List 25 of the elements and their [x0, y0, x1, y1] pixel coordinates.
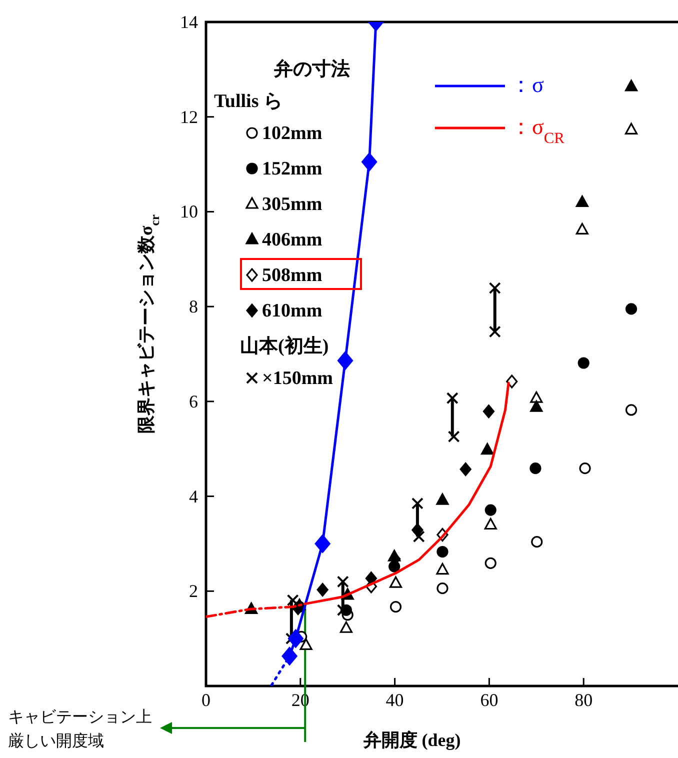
- ref-label: キャビテーション上厳しい開度域: [8, 707, 152, 750]
- ytick: 8: [189, 296, 198, 317]
- ytick: 6: [189, 391, 198, 412]
- legend-label: 305mm: [262, 194, 322, 215]
- legend-label: 102mm: [262, 123, 322, 144]
- ytick: 12: [180, 106, 198, 127]
- annotation: Tullis ら: [214, 91, 282, 112]
- ytick: 14: [180, 12, 198, 32]
- legend-label: ：σ: [510, 72, 544, 97]
- legend-label: 610mm: [262, 300, 322, 322]
- xtick: 0: [202, 690, 210, 710]
- xtick: 80: [574, 690, 593, 710]
- legend-label: ×150mm: [262, 368, 333, 389]
- ytick: 2: [189, 581, 198, 602]
- ytick: 4: [189, 486, 198, 506]
- legend-label: 508mm: [262, 265, 322, 286]
- legend-label: ：σ$_{CR}$: [510, 114, 564, 146]
- xlabel: 弁開度 (deg): [363, 730, 461, 750]
- legend-label: 406mm: [262, 230, 322, 250]
- xtick: 60: [480, 690, 498, 710]
- ytick: 10: [180, 202, 198, 222]
- annotation: 山本(初生): [240, 336, 329, 357]
- legend-title: 弁の寸法: [274, 59, 350, 80]
- xtick: 40: [386, 690, 404, 710]
- legend-label: 152mm: [262, 158, 322, 180]
